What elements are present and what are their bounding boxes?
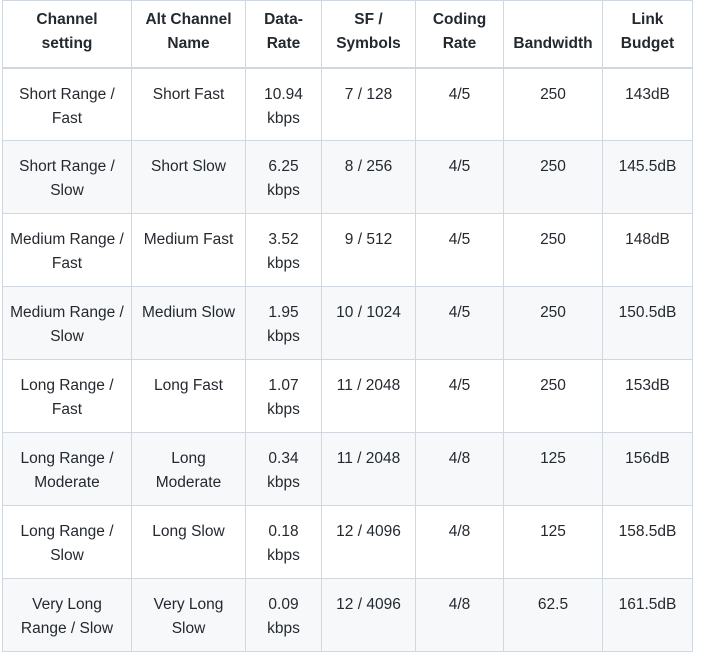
cell-link-budget: 143dB xyxy=(602,67,693,141)
header-channel-setting: Channel setting xyxy=(2,0,132,69)
cell-sf-symbols: 10 / 1024 xyxy=(321,286,416,360)
table-row: Short Range / Slow Short Slow 6.25 kbps … xyxy=(2,140,693,214)
cell-channel-setting: Medium Range / Fast xyxy=(2,213,132,287)
table-header: Channel setting Alt Channel Name Data-Ra… xyxy=(2,0,693,69)
cell-bandwidth: 250 xyxy=(503,213,603,287)
table-row: Long Range / Moderate Long Moderate 0.34… xyxy=(2,432,693,506)
cell-alt-channel-name: Short Fast xyxy=(131,67,246,141)
cell-sf-symbols: 11 / 2048 xyxy=(321,359,416,433)
cell-channel-setting: Long Range / Fast xyxy=(2,359,132,433)
cell-coding-rate: 4/8 xyxy=(415,505,504,579)
header-row: Channel setting Alt Channel Name Data-Ra… xyxy=(2,0,693,69)
header-bandwidth: Bandwidth xyxy=(503,0,603,69)
cell-bandwidth: 62.5 xyxy=(503,578,603,652)
table-row: Very Long Range / Slow Very Long Slow 0.… xyxy=(2,578,693,652)
cell-bandwidth: 125 xyxy=(503,432,603,506)
header-coding-rate: Coding Rate xyxy=(415,0,504,69)
cell-alt-channel-name: Long Fast xyxy=(131,359,246,433)
cell-sf-symbols: 8 / 256 xyxy=(321,140,416,214)
cell-channel-setting: Short Range / Fast xyxy=(2,67,132,141)
cell-coding-rate: 4/5 xyxy=(415,286,504,360)
table-row: Medium Range / Fast Medium Fast 3.52 kbp… xyxy=(2,213,693,287)
cell-bandwidth: 250 xyxy=(503,359,603,433)
table-row: Long Range / Slow Long Slow 0.18 kbps 12… xyxy=(2,505,693,579)
cell-bandwidth: 250 xyxy=(503,286,603,360)
cell-link-budget: 148dB xyxy=(602,213,693,287)
cell-link-budget: 150.5dB xyxy=(602,286,693,360)
cell-data-rate: 0.34 kbps xyxy=(245,432,322,506)
cell-link-budget: 153dB xyxy=(602,359,693,433)
cell-bandwidth: 125 xyxy=(503,505,603,579)
table-row: Long Range / Fast Long Fast 1.07 kbps 11… xyxy=(2,359,693,433)
cell-channel-setting: Very Long Range / Slow xyxy=(2,578,132,652)
cell-coding-rate: 4/5 xyxy=(415,213,504,287)
cell-sf-symbols: 12 / 4096 xyxy=(321,505,416,579)
cell-alt-channel-name: Medium Fast xyxy=(131,213,246,287)
cell-alt-channel-name: Medium Slow xyxy=(131,286,246,360)
table-row: Short Range / Fast Short Fast 10.94 kbps… xyxy=(2,67,693,141)
cell-bandwidth: 250 xyxy=(503,140,603,214)
cell-channel-setting: Medium Range / Slow xyxy=(2,286,132,360)
cell-alt-channel-name: Very Long Slow xyxy=(131,578,246,652)
header-alt-channel-name: Alt Channel Name xyxy=(131,0,246,69)
cell-sf-symbols: 7 / 128 xyxy=(321,67,416,141)
cell-alt-channel-name: Long Moderate xyxy=(131,432,246,506)
cell-data-rate: 3.52 kbps xyxy=(245,213,322,287)
cell-data-rate: 0.18 kbps xyxy=(245,505,322,579)
cell-data-rate: 6.25 kbps xyxy=(245,140,322,214)
cell-coding-rate: 4/5 xyxy=(415,67,504,141)
cell-sf-symbols: 12 / 4096 xyxy=(321,578,416,652)
cell-channel-setting: Short Range / Slow xyxy=(2,140,132,214)
cell-link-budget: 145.5dB xyxy=(602,140,693,214)
cell-sf-symbols: 11 / 2048 xyxy=(321,432,416,506)
cell-sf-symbols: 9 / 512 xyxy=(321,213,416,287)
cell-alt-channel-name: Long Slow xyxy=(131,505,246,579)
table-row: Medium Range / Slow Medium Slow 1.95 kbp… xyxy=(2,286,693,360)
cell-data-rate: 1.95 kbps xyxy=(245,286,322,360)
cell-channel-setting: Long Range / Moderate xyxy=(2,432,132,506)
header-link-budget: Link Budget xyxy=(602,0,693,69)
cell-link-budget: 156dB xyxy=(602,432,693,506)
cell-link-budget: 158.5dB xyxy=(602,505,693,579)
cell-channel-setting: Long Range / Slow xyxy=(2,505,132,579)
cell-alt-channel-name: Short Slow xyxy=(131,140,246,214)
channel-settings-table: Channel setting Alt Channel Name Data-Ra… xyxy=(2,0,693,652)
cell-coding-rate: 4/8 xyxy=(415,578,504,652)
header-sf-symbols: SF / Symbols xyxy=(321,0,416,69)
table-body: Short Range / Fast Short Fast 10.94 kbps… xyxy=(2,67,693,652)
cell-coding-rate: 4/8 xyxy=(415,432,504,506)
cell-data-rate: 0.09 kbps xyxy=(245,578,322,652)
cell-data-rate: 1.07 kbps xyxy=(245,359,322,433)
header-data-rate: Data-Rate xyxy=(245,0,322,69)
cell-bandwidth: 250 xyxy=(503,67,603,141)
cell-coding-rate: 4/5 xyxy=(415,140,504,214)
cell-data-rate: 10.94 kbps xyxy=(245,67,322,141)
cell-link-budget: 161.5dB xyxy=(602,578,693,652)
cell-coding-rate: 4/5 xyxy=(415,359,504,433)
